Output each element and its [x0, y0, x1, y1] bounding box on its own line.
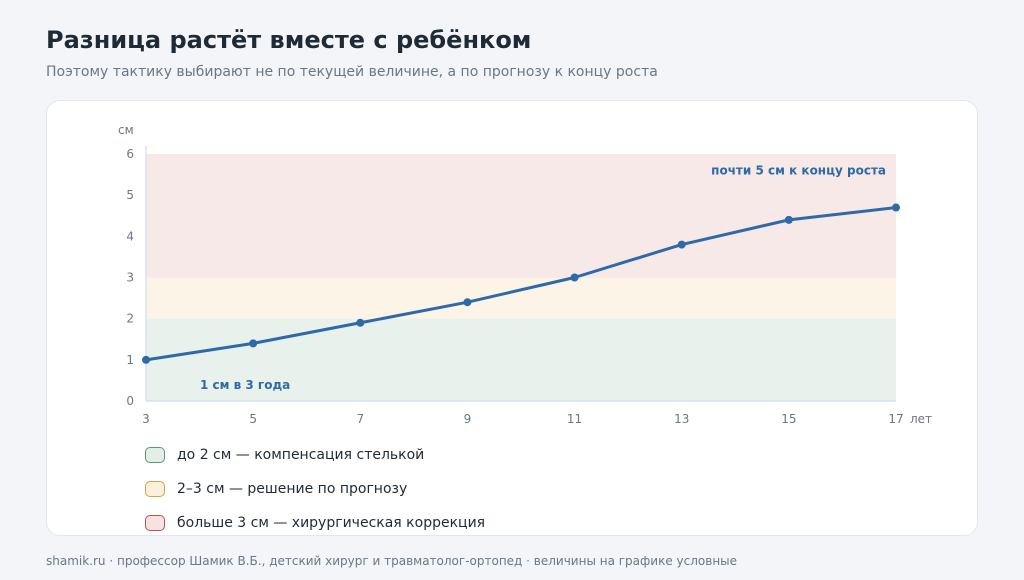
x-tick-label: 11 — [567, 412, 582, 426]
legend-swatch-yellow — [145, 481, 165, 497]
series-line — [144, 206, 898, 362]
zone-band-0 — [146, 318, 896, 401]
x-tick-label: 9 — [464, 412, 472, 426]
data-point — [249, 339, 258, 348]
line-chart: 0 1 2 3 4 5 6 3 5 7 9 11 13 15 17 см лет 1 см в 3 года по… — [118, 123, 932, 426]
data-point — [356, 318, 365, 327]
legend-swatch-red — [145, 515, 165, 531]
x-axis-unit: лет — [910, 412, 932, 426]
chart-legend: до 2 см — компенсация стелькой 2–3 см — … — [145, 445, 485, 547]
x-tick-label: 3 — [142, 412, 150, 426]
data-point — [892, 203, 900, 212]
data-point — [677, 240, 686, 249]
legend-item-compensation: до 2 см — компенсация стелькой — [145, 445, 485, 465]
zone-band-1 — [146, 277, 896, 319]
data-point — [784, 215, 793, 224]
legend-swatch-green — [145, 447, 165, 463]
legend-label: больше 3 см — хирургическая коррекция — [177, 515, 486, 531]
x-tick-label: 17 — [888, 412, 903, 426]
zone-band-2 — [146, 154, 896, 278]
x-tick-label: 7 — [356, 412, 364, 426]
y-axis-unit: см — [118, 123, 134, 137]
legend-item-forecast: 2–3 см — решение по прогнозу — [145, 479, 485, 499]
legend-label: до 2 см — компенсация стелькой — [177, 447, 425, 463]
data-point — [463, 298, 472, 307]
y-tick-label: 2 — [126, 312, 134, 326]
x-tick-label: 15 — [781, 412, 796, 426]
footer-note: shamik.ru · профессор Шамик В.Б., детски… — [46, 554, 738, 568]
annotation-start: 1 см в 3 года — [200, 378, 290, 392]
legend-label: 2–3 см — решение по прогнозу — [177, 481, 408, 497]
y-tick-label: 5 — [126, 188, 134, 202]
legend-item-surgery: больше 3 см — хирургическая коррекция — [145, 513, 485, 533]
y-tick-label: 4 — [126, 229, 134, 243]
page-title: Разница растёт вместе с ребёнком — [46, 26, 532, 54]
annotation-end: почти 5 см к концу роста — [711, 163, 886, 177]
y-tick-label: 3 — [126, 271, 134, 285]
y-tick-label: 1 — [126, 353, 134, 367]
x-tick-label: 13 — [674, 412, 689, 426]
data-point — [142, 355, 150, 364]
data-point — [570, 273, 579, 282]
y-tick-label: 6 — [126, 147, 134, 161]
x-tick-label: 5 — [249, 412, 257, 426]
page-subtitle: Поэтому тактику выбирают не по текущей в… — [46, 64, 658, 80]
y-tick-label: 0 — [126, 394, 134, 408]
chart-card: 0 1 2 3 4 5 6 3 5 7 9 11 13 15 17 см лет 1 см в 3 года по… — [46, 100, 978, 536]
